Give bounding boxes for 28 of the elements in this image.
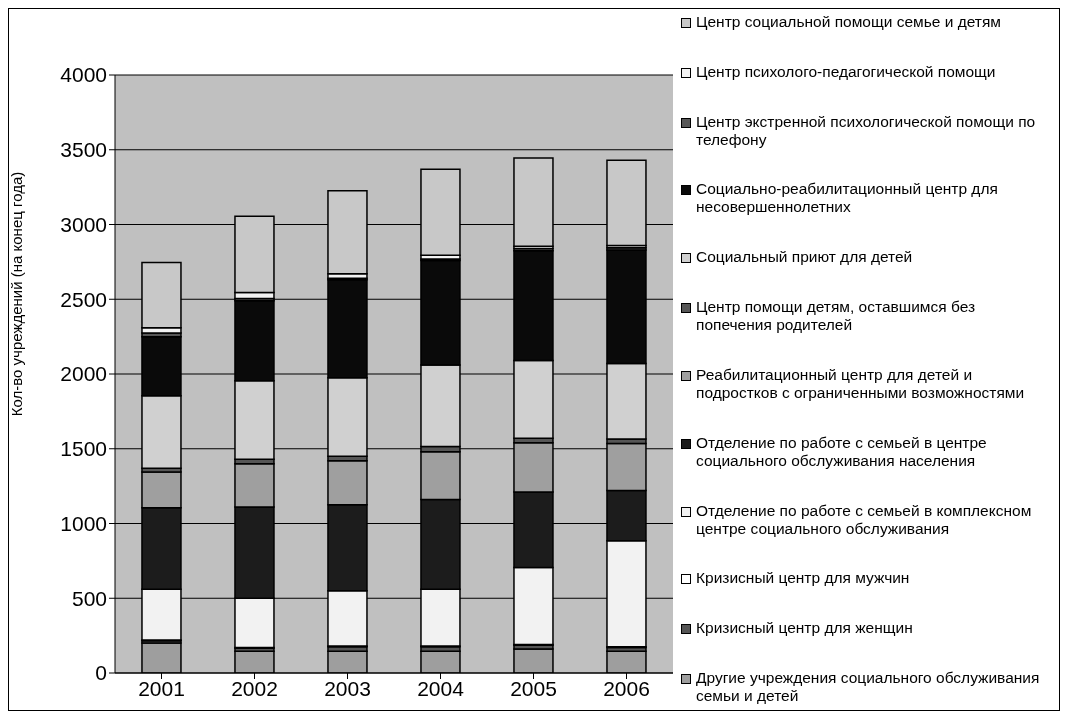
y-tick-label: 3000 — [60, 212, 107, 236]
x-tick-label: 2004 — [417, 676, 465, 700]
legend-label: Центр экстренной психологической помощи по телефону — [696, 112, 1037, 149]
x-tick-label: 2006 — [603, 676, 650, 700]
legend-label: Социальный приют для детей — [696, 248, 913, 267]
y-tick-label: 1500 — [60, 437, 107, 461]
y-tick-label: 500 — [71, 586, 107, 610]
legend-label: Социально-реабилитационный центр для несовершеннолетних — [696, 180, 999, 217]
y-tick-label: 4000 — [60, 63, 107, 87]
legend-label: Отделение по работе с семьей в центре социального обслуживания населения — [696, 433, 988, 470]
legend-label: Отделение по работе с семьей в комплексном центре социального обслуживания — [696, 501, 1033, 538]
legend-label: Центр помощи детям, оставшимся без попечения родителей — [696, 298, 977, 335]
y-tick-label: 2000 — [60, 362, 107, 386]
y-tick-label: 0 — [95, 661, 107, 685]
x-tick-label: 2002 — [231, 676, 278, 700]
x-tick-label: 2001 — [138, 676, 185, 700]
y-tick-label: 3500 — [60, 138, 107, 162]
legend-label: Другие учреждения социального обслуживания семьи и детей — [696, 668, 1041, 705]
legend-label: Реабилитационный центр для детей и подростков с ограниченными возможностями — [696, 365, 1026, 402]
legend-label: Центр психолого-педагогической помощи — [696, 62, 996, 81]
y-axis-title: Кол-во учреждений (на конец года) — [8, 171, 26, 417]
y-tick-label: 1000 — [60, 511, 107, 535]
y-tick-label: 2500 — [60, 287, 107, 311]
x-tick-label: 2005 — [510, 676, 557, 700]
legend-label: Кризисный центр для мужчин — [696, 569, 910, 588]
legend-label: Кризисный центр для женщин — [696, 619, 913, 638]
legend-label: Центр социальной помощи семье и детям — [696, 13, 1001, 31]
x-tick-label: 2003 — [324, 676, 371, 700]
